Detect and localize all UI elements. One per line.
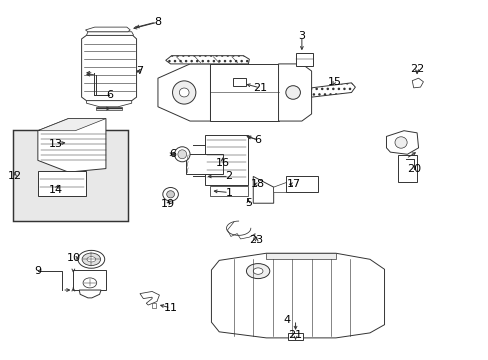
- Polygon shape: [295, 53, 312, 66]
- Text: 18: 18: [250, 179, 264, 189]
- Polygon shape: [158, 64, 210, 121]
- Text: 1: 1: [225, 188, 232, 198]
- Polygon shape: [81, 35, 136, 101]
- Text: 8: 8: [154, 17, 161, 27]
- Polygon shape: [253, 176, 273, 203]
- Bar: [186, 154, 223, 174]
- Text: 11: 11: [163, 303, 177, 313]
- Text: 4: 4: [283, 315, 290, 325]
- Ellipse shape: [78, 250, 104, 268]
- Text: 20: 20: [406, 163, 420, 174]
- Ellipse shape: [246, 264, 269, 279]
- Text: 5: 5: [244, 198, 251, 208]
- Ellipse shape: [311, 90, 315, 95]
- Ellipse shape: [178, 150, 186, 159]
- Text: 13: 13: [49, 139, 63, 149]
- Bar: [232, 78, 246, 86]
- Ellipse shape: [285, 86, 300, 99]
- Polygon shape: [38, 118, 106, 172]
- Bar: [397, 155, 416, 182]
- Bar: [13, 130, 127, 221]
- Ellipse shape: [253, 268, 263, 274]
- Polygon shape: [152, 303, 156, 308]
- Text: 15: 15: [327, 77, 341, 87]
- Text: 19: 19: [160, 199, 174, 209]
- Text: 12: 12: [8, 171, 22, 181]
- Ellipse shape: [87, 257, 96, 262]
- Ellipse shape: [83, 278, 97, 288]
- Polygon shape: [38, 118, 106, 131]
- Polygon shape: [211, 253, 384, 338]
- Ellipse shape: [174, 147, 190, 162]
- Text: 21: 21: [288, 330, 302, 341]
- Polygon shape: [79, 290, 101, 298]
- Text: 7: 7: [136, 66, 143, 76]
- Polygon shape: [204, 135, 248, 185]
- Text: 14: 14: [49, 185, 63, 195]
- Polygon shape: [210, 64, 278, 121]
- Ellipse shape: [394, 137, 407, 148]
- Polygon shape: [85, 27, 130, 32]
- Text: 16: 16: [215, 158, 229, 168]
- Text: 6: 6: [169, 149, 176, 159]
- Text: 10: 10: [66, 253, 80, 263]
- Text: 22: 22: [409, 64, 424, 73]
- Bar: [285, 176, 317, 192]
- Ellipse shape: [172, 81, 196, 104]
- Text: 2: 2: [225, 171, 232, 181]
- Ellipse shape: [179, 88, 189, 97]
- Polygon shape: [273, 182, 295, 193]
- Text: 3: 3: [298, 31, 305, 41]
- Text: 6: 6: [105, 90, 113, 100]
- Polygon shape: [73, 270, 106, 293]
- Ellipse shape: [82, 253, 101, 266]
- Text: 17: 17: [286, 179, 301, 189]
- Text: 21: 21: [252, 83, 266, 93]
- Polygon shape: [38, 171, 86, 196]
- Polygon shape: [165, 56, 249, 64]
- Polygon shape: [266, 253, 335, 259]
- Text: 23: 23: [249, 235, 263, 245]
- Text: 9: 9: [34, 266, 41, 276]
- Polygon shape: [411, 78, 423, 88]
- Polygon shape: [86, 32, 133, 35]
- Polygon shape: [140, 292, 159, 305]
- Polygon shape: [210, 186, 248, 196]
- Polygon shape: [278, 64, 311, 121]
- Polygon shape: [96, 107, 122, 111]
- Polygon shape: [86, 101, 131, 107]
- Ellipse shape: [317, 90, 321, 95]
- Bar: [287, 333, 302, 340]
- Polygon shape: [386, 131, 418, 154]
- Text: 6: 6: [254, 135, 261, 145]
- Ellipse shape: [163, 188, 178, 201]
- Ellipse shape: [166, 191, 174, 198]
- Polygon shape: [311, 83, 355, 97]
